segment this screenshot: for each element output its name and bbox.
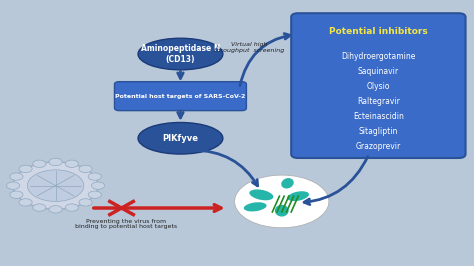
FancyBboxPatch shape (291, 13, 465, 158)
Ellipse shape (275, 205, 289, 217)
Text: Grazoprevir: Grazoprevir (356, 142, 401, 151)
Ellipse shape (138, 38, 223, 70)
Text: Sitagliptin: Sitagliptin (359, 127, 398, 136)
Text: Potential host targets of SARS-CoV-2: Potential host targets of SARS-CoV-2 (115, 94, 246, 99)
Circle shape (79, 165, 92, 173)
Text: Dihydroergotamine: Dihydroergotamine (341, 52, 416, 61)
Circle shape (65, 204, 78, 211)
Circle shape (33, 204, 46, 211)
Ellipse shape (281, 178, 294, 189)
Circle shape (91, 182, 105, 189)
Text: Virtual high
throughput  screening: Virtual high throughput screening (214, 42, 284, 53)
Ellipse shape (287, 191, 309, 201)
Text: Saquinavir: Saquinavir (358, 67, 399, 76)
FancyBboxPatch shape (115, 82, 246, 111)
Text: Raltegravir: Raltegravir (357, 97, 400, 106)
Circle shape (49, 158, 62, 166)
Text: Ecteinascidin: Ecteinascidin (353, 112, 404, 121)
Circle shape (10, 173, 23, 180)
Circle shape (49, 206, 62, 213)
Circle shape (79, 199, 92, 206)
Circle shape (13, 162, 98, 209)
Circle shape (33, 160, 46, 167)
Ellipse shape (244, 202, 266, 211)
Circle shape (65, 160, 78, 167)
Circle shape (19, 199, 32, 206)
Circle shape (19, 165, 32, 173)
Ellipse shape (249, 189, 273, 200)
Text: Potential inhibitors: Potential inhibitors (329, 27, 428, 36)
Text: Preventing the virus from
binding to potential host targets: Preventing the virus from binding to pot… (75, 219, 177, 229)
Text: Aminopeptidase N
(CD13): Aminopeptidase N (CD13) (141, 44, 220, 64)
Ellipse shape (138, 122, 223, 154)
Circle shape (88, 191, 101, 198)
Circle shape (235, 175, 329, 228)
Text: PIKfyve: PIKfyve (163, 134, 199, 143)
Circle shape (10, 191, 23, 198)
Circle shape (88, 173, 101, 180)
Text: Olysio: Olysio (366, 82, 390, 91)
Circle shape (27, 170, 84, 201)
Circle shape (7, 182, 20, 189)
